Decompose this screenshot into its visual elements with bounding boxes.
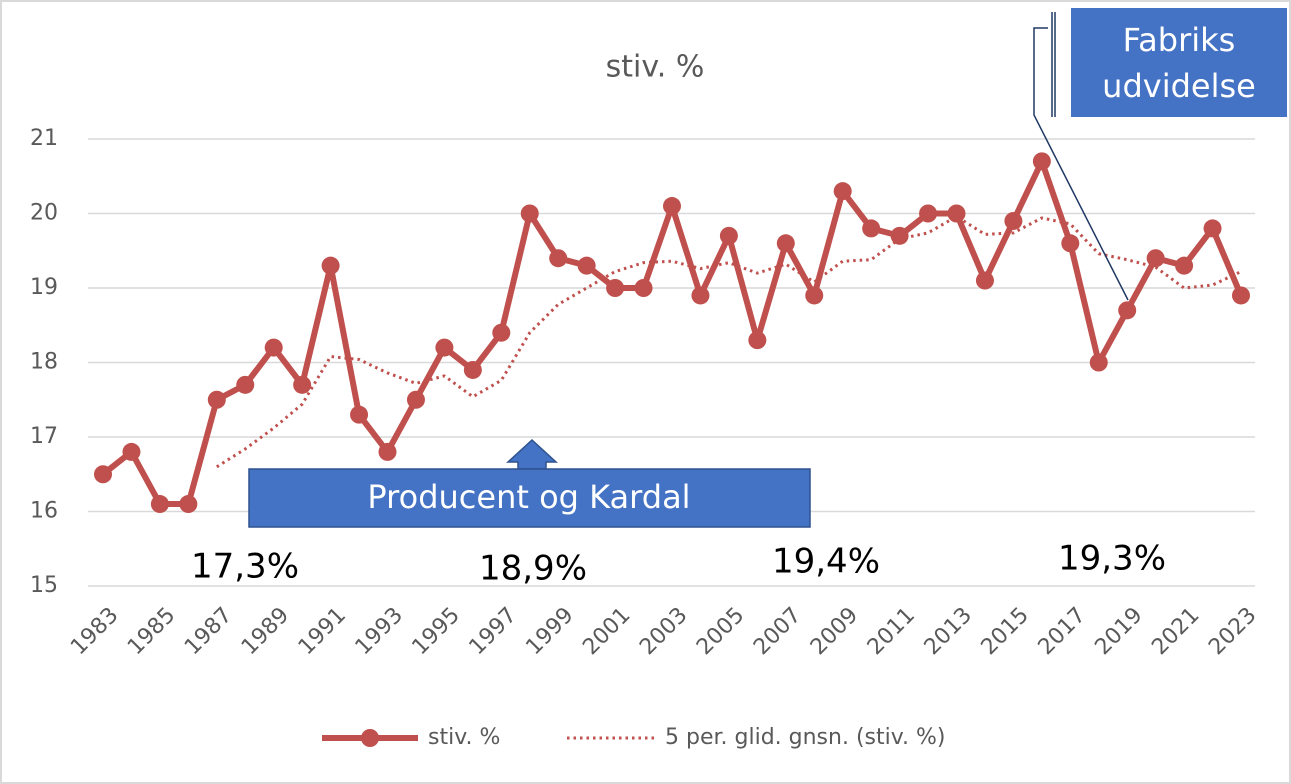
data-point xyxy=(150,495,169,514)
y-tick-label: 18 xyxy=(30,350,58,375)
data-point xyxy=(378,442,397,461)
data-point xyxy=(549,249,568,268)
data-point xyxy=(1146,249,1165,268)
callout-bar xyxy=(1051,12,1056,117)
y-tick-label: 16 xyxy=(30,499,58,524)
data-point xyxy=(833,182,852,201)
data-point xyxy=(1232,286,1250,305)
legend-label: 5 per. glid. gnsn. (stiv. %) xyxy=(665,725,946,750)
data-point xyxy=(663,197,681,216)
data-point xyxy=(1061,234,1080,253)
data-point xyxy=(321,256,340,275)
period-label: 18,9% xyxy=(479,549,587,589)
callout-line xyxy=(1033,27,1129,301)
y-tick-label: 15 xyxy=(30,573,58,598)
data-point xyxy=(179,495,198,514)
annotation-text: Producent og Kardal xyxy=(367,478,690,516)
data-point xyxy=(975,271,994,290)
y-tick-label: 19 xyxy=(30,275,58,300)
period-label: 19,3% xyxy=(1058,539,1166,579)
data-point xyxy=(463,360,482,379)
data-point xyxy=(748,331,767,350)
data-point xyxy=(947,204,966,223)
series-line xyxy=(216,214,1242,469)
data-point xyxy=(1004,211,1023,230)
data-point xyxy=(406,390,425,409)
legend-marker xyxy=(361,729,379,747)
data-point xyxy=(492,323,511,342)
data-point xyxy=(94,465,112,484)
data-point xyxy=(634,279,653,297)
period-label: 19,4% xyxy=(772,542,880,582)
data-point xyxy=(264,338,283,357)
annotation-text: udvidelse xyxy=(1102,67,1256,105)
y-tick-label: 20 xyxy=(30,201,58,226)
data-point xyxy=(293,375,312,394)
data-point xyxy=(207,390,226,409)
annotation-box xyxy=(1071,8,1287,117)
data-point xyxy=(236,375,255,394)
period-label: 17,3% xyxy=(191,547,299,587)
data-point xyxy=(1203,219,1222,238)
data-point xyxy=(890,226,909,245)
data-point xyxy=(606,279,625,297)
annotation-text: Fabriks xyxy=(1123,21,1236,59)
y-tick-label: 17 xyxy=(30,424,58,449)
plot xyxy=(94,152,1250,514)
data-point xyxy=(1032,152,1051,171)
data-point xyxy=(1175,256,1194,275)
data-point xyxy=(776,234,795,253)
data-point xyxy=(435,338,454,357)
annotation-box xyxy=(248,468,811,528)
data-point xyxy=(1118,301,1137,320)
data-point xyxy=(862,219,881,238)
data-point xyxy=(805,286,824,305)
data-point xyxy=(919,204,938,223)
data-point xyxy=(691,286,710,305)
data-point xyxy=(577,256,596,275)
y-tick-label: 21 xyxy=(30,126,58,151)
data-point xyxy=(520,204,539,223)
legend: stiv. % 5 per. glid. gnsn. (stiv. %) xyxy=(322,725,946,750)
data-point xyxy=(719,226,738,245)
data-point xyxy=(350,405,369,424)
data-point xyxy=(1089,353,1108,372)
data-point xyxy=(122,442,141,461)
legend-label: stiv. % xyxy=(428,725,500,750)
period-labels: 17,3% 18,9% 19,4% 19,3% xyxy=(191,539,1166,589)
chart-title: stiv. % xyxy=(606,50,705,85)
